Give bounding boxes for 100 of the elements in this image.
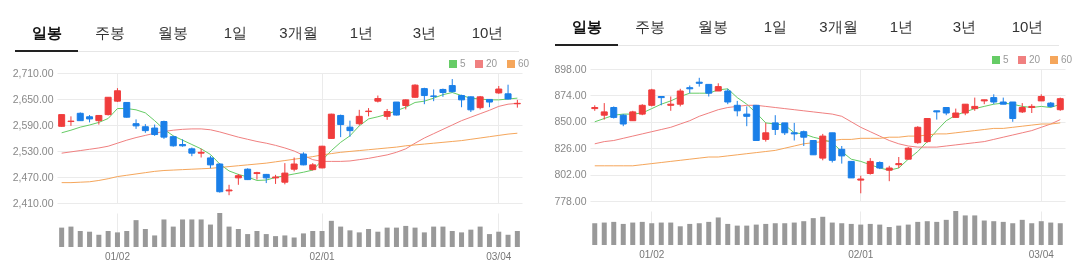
bar <box>87 231 93 247</box>
bar <box>477 226 483 247</box>
bar <box>772 223 778 245</box>
bar <box>245 234 251 247</box>
x-tick-label: 01/02 <box>639 248 665 260</box>
bar <box>393 227 399 247</box>
bar <box>77 231 83 247</box>
y-tick-label: 778.00 <box>554 194 587 207</box>
legend-label: 5 <box>1003 54 1009 65</box>
candlestick <box>439 88 447 98</box>
bar <box>254 231 260 247</box>
line-series <box>594 122 1061 167</box>
bar <box>496 231 502 247</box>
bar <box>459 232 465 247</box>
candlestick <box>67 115 75 127</box>
bar <box>1019 219 1025 245</box>
x-tick-label: 02/01 <box>848 248 874 260</box>
legend-label: 20 <box>1029 54 1041 65</box>
bar <box>1029 223 1035 245</box>
bar <box>338 226 344 247</box>
bar <box>972 215 978 245</box>
legend-label: 5 <box>460 58 466 69</box>
bar <box>124 231 130 247</box>
bar <box>858 224 864 245</box>
bar <box>630 222 636 245</box>
x-tick-label: 02/01 <box>309 250 335 262</box>
text: 1일 <box>762 17 789 37</box>
y-tick-label: 2,650.00 <box>12 92 54 105</box>
line-series <box>594 104 1061 148</box>
text: 월봉 <box>156 23 189 43</box>
candlestick <box>819 133 827 161</box>
bar <box>810 218 816 245</box>
bar <box>611 221 617 245</box>
x-tick-label: 01/02 <box>104 250 131 262</box>
bar <box>839 223 845 245</box>
text: 3개월 <box>278 23 319 43</box>
bar <box>934 221 940 245</box>
bar <box>820 216 826 245</box>
candlestick <box>743 105 751 127</box>
bar <box>1048 222 1054 245</box>
candlestick <box>762 122 770 143</box>
y-tick-label: 802.00 <box>554 168 587 181</box>
bar <box>68 226 74 247</box>
bar <box>753 224 759 245</box>
bar <box>105 231 111 247</box>
bar <box>235 228 241 247</box>
bar <box>877 224 883 245</box>
bar <box>848 223 854 245</box>
text: 3년 <box>411 23 438 43</box>
bar <box>310 231 316 247</box>
candlestick <box>1009 101 1017 123</box>
text: 1일 <box>222 23 249 43</box>
bar <box>142 228 148 247</box>
bar <box>273 236 279 247</box>
text: 1년 <box>888 17 915 37</box>
text: 주봉 <box>93 23 126 43</box>
bar <box>620 223 626 245</box>
bar <box>915 221 921 245</box>
y-tick-label: 2,410.00 <box>12 196 54 209</box>
text: 일봉 <box>15 18 78 52</box>
bar <box>366 228 372 247</box>
bar <box>347 230 353 247</box>
bar <box>696 223 702 245</box>
text: 월봉 <box>696 17 729 37</box>
bar <box>943 219 949 245</box>
bar <box>319 231 325 247</box>
bar <box>486 234 492 247</box>
bar <box>440 226 446 247</box>
bar <box>668 222 674 245</box>
candlestick <box>923 118 931 144</box>
candlestick <box>281 162 289 185</box>
legend-label: 60 <box>518 58 530 69</box>
text: 일봉 <box>555 12 618 46</box>
bar <box>189 219 195 247</box>
bar <box>601 222 607 245</box>
bar <box>468 229 474 247</box>
bar <box>744 225 750 245</box>
bar <box>291 237 297 247</box>
bar <box>924 221 930 245</box>
candlestick <box>132 118 140 130</box>
bar <box>715 217 721 245</box>
bar <box>198 219 204 247</box>
bar <box>1010 223 1016 245</box>
text: 3개월 <box>818 17 859 37</box>
x-tick-label: 03/04 <box>486 250 512 262</box>
text: 주봉 <box>633 17 666 37</box>
x-tick-label: 03/04 <box>1028 248 1055 260</box>
bar <box>734 225 740 245</box>
y-tick-label: 898.00 <box>554 62 587 75</box>
bar <box>829 222 835 245</box>
bar <box>991 221 997 245</box>
bar <box>152 235 158 247</box>
bar <box>1000 221 1006 245</box>
text: 10년 <box>1010 17 1045 37</box>
bar <box>263 234 269 247</box>
bar <box>170 226 176 247</box>
bar <box>677 226 683 245</box>
bar <box>226 226 232 247</box>
bar <box>649 223 655 245</box>
y-tick-label: 874.00 <box>554 88 587 101</box>
